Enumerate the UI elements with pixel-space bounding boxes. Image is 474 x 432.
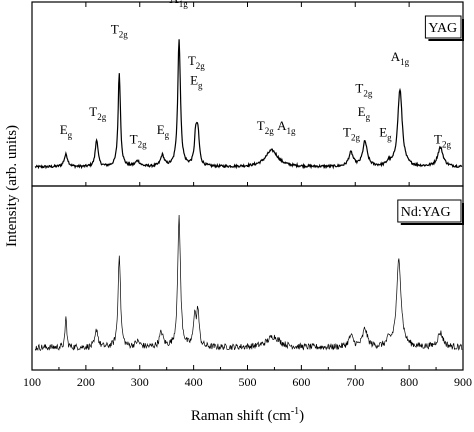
x-tick-label: 200 xyxy=(77,375,95,389)
spectrum-line-2 xyxy=(34,214,463,352)
panel-label-box-2 xyxy=(397,199,462,223)
x-tick-label: 400 xyxy=(185,375,203,389)
peak-label-symbol: T xyxy=(89,104,97,119)
peak-label-subscript: 2g xyxy=(119,29,129,39)
peak-label-symbol: T xyxy=(434,132,442,147)
peak-label: T2g xyxy=(130,132,147,150)
peak-label-symbol: E xyxy=(358,104,366,119)
peak-label: T2g xyxy=(257,118,274,136)
peak-label: T2g xyxy=(111,21,128,39)
peak-label-subscript: 2g xyxy=(138,140,148,150)
peak-label: Eg xyxy=(157,122,170,140)
peak-label: A1g xyxy=(169,0,188,9)
peak-label-symbol: T xyxy=(257,118,265,133)
peak-label-subscript: g xyxy=(198,80,203,90)
peak-label-subscript: 1g xyxy=(179,0,189,9)
x-tick-label: 700 xyxy=(346,375,364,389)
peak-label: Eg xyxy=(358,104,371,122)
peak-label-symbol: T xyxy=(343,125,351,140)
x-tick-label: 900 xyxy=(454,375,472,389)
peak-label: A1g xyxy=(277,118,296,136)
x-axis-label: Raman shift (cm-1) xyxy=(191,406,304,424)
peak-label: Eg xyxy=(379,125,392,143)
peak-label-subscript: 2g xyxy=(196,61,206,71)
panel-label-box-1 xyxy=(424,15,462,39)
peak-label-symbol: T xyxy=(130,132,138,147)
y-axis-label: Intensity (arb. units) xyxy=(4,125,20,247)
panel-frame-1 xyxy=(31,1,464,187)
peak-label-symbol: T xyxy=(188,53,196,68)
peak-label-symbol: A xyxy=(391,49,401,64)
peak-label: T2g xyxy=(343,125,360,143)
peak-label: Eg xyxy=(60,122,73,140)
peak-label-symbol: E xyxy=(190,72,198,87)
peak-label-subscript: g xyxy=(366,112,371,122)
peak-label-subscript: g xyxy=(68,130,73,140)
peak-label-subscript: g xyxy=(387,133,392,143)
peak-label: T2g xyxy=(355,81,372,99)
peak-label-symbol: E xyxy=(157,122,165,137)
panel-label-2: Nd:YAG xyxy=(401,205,451,220)
x-tick-label: 100 xyxy=(23,375,41,389)
peak-label-subscript: g xyxy=(165,130,170,140)
peak-label-subscript: 2g xyxy=(97,112,107,122)
peak-label-symbol: A xyxy=(169,0,179,6)
x-tick-label: 600 xyxy=(292,375,310,389)
peak-label-subscript: 2g xyxy=(363,89,373,99)
peak-label: T2g xyxy=(434,132,451,150)
peak-label-subscript: 1g xyxy=(400,57,410,67)
peak-label-subscript: 1g xyxy=(286,126,296,136)
peak-label-subscript: 2g xyxy=(351,133,361,143)
peak-label: T2g xyxy=(188,53,205,71)
peak-label-subscript: 2g xyxy=(265,126,275,136)
peak-label: Eg xyxy=(190,72,203,90)
peak-label-symbol: A xyxy=(277,118,287,133)
peak-label-symbol: E xyxy=(60,122,68,137)
panel-label-1: YAG xyxy=(428,21,457,36)
peak-label-symbol: T xyxy=(355,81,363,96)
peak-label-subscript: 2g xyxy=(442,140,452,150)
peak-label-symbol: T xyxy=(111,21,119,36)
peak-label: T2g xyxy=(89,104,106,122)
spectrum-line-1 xyxy=(34,39,463,170)
peak-label-symbol: E xyxy=(379,125,387,140)
x-tick-label: 300 xyxy=(131,375,149,389)
peak-label: A1g xyxy=(391,49,410,67)
x-tick-label: 800 xyxy=(400,375,418,389)
x-tick-label: 500 xyxy=(239,375,257,389)
